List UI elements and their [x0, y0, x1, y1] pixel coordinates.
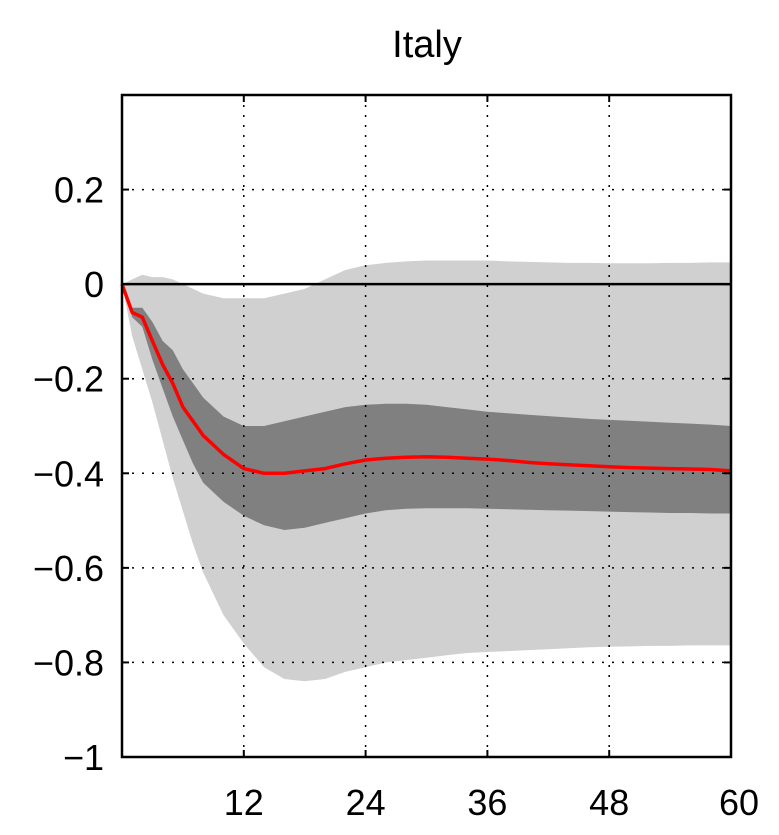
y-tick-label: −0.4	[33, 453, 104, 494]
chart-title: Italy	[392, 24, 462, 66]
y-tick-label: −0.2	[33, 359, 104, 400]
x-tick-label: 12	[224, 782, 264, 823]
y-tick-label: −1	[63, 737, 104, 778]
tick-marks	[122, 95, 732, 758]
x-tick-label: 60	[719, 782, 759, 823]
median-response-line	[120, 283, 732, 476]
y-tick-label: −0.6	[33, 548, 104, 589]
inner-band	[122, 284, 731, 530]
x-tick-label: 36	[467, 782, 507, 823]
axes-frame	[120, 93, 733, 759]
grid-lines	[122, 95, 731, 757]
y-tick-label: −0.8	[33, 642, 104, 683]
y-tick-labels: 0.2 0 −0.2 −0.4 −0.6 −0.8 −1	[33, 170, 104, 778]
x-tick-label: 24	[346, 782, 386, 823]
x-tick-labels: 12 24 36 48 60	[224, 782, 759, 823]
x-tick-label: 48	[589, 782, 629, 823]
y-tick-label: 0.2	[54, 170, 104, 211]
confidence-bands	[122, 260, 731, 682]
y-tick-label: 0	[84, 264, 104, 305]
